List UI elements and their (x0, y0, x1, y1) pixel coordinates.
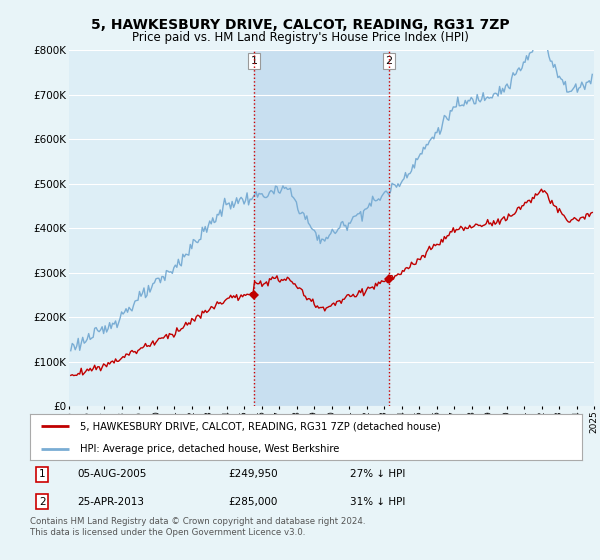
Text: HPI: Average price, detached house, West Berkshire: HPI: Average price, detached house, West… (80, 444, 339, 454)
Text: 1: 1 (39, 469, 46, 479)
Text: 05-AUG-2005: 05-AUG-2005 (77, 469, 146, 479)
Text: 2: 2 (386, 56, 392, 66)
Text: Price paid vs. HM Land Registry's House Price Index (HPI): Price paid vs. HM Land Registry's House … (131, 31, 469, 44)
Text: 5, HAWKESBURY DRIVE, CALCOT, READING, RG31 7ZP (detached house): 5, HAWKESBURY DRIVE, CALCOT, READING, RG… (80, 421, 440, 431)
Text: Contains HM Land Registry data © Crown copyright and database right 2024.
This d: Contains HM Land Registry data © Crown c… (30, 517, 365, 537)
Text: 25-APR-2013: 25-APR-2013 (77, 497, 144, 507)
Text: 2: 2 (39, 497, 46, 507)
Text: 27% ↓ HPI: 27% ↓ HPI (350, 469, 406, 479)
Text: £249,950: £249,950 (229, 469, 278, 479)
Bar (254, 50, 389, 406)
Text: 5, HAWKESBURY DRIVE, CALCOT, READING, RG31 7ZP: 5, HAWKESBURY DRIVE, CALCOT, READING, RG… (91, 18, 509, 32)
Text: 31% ↓ HPI: 31% ↓ HPI (350, 497, 406, 507)
Text: £285,000: £285,000 (229, 497, 278, 507)
Text: 1: 1 (251, 56, 258, 66)
